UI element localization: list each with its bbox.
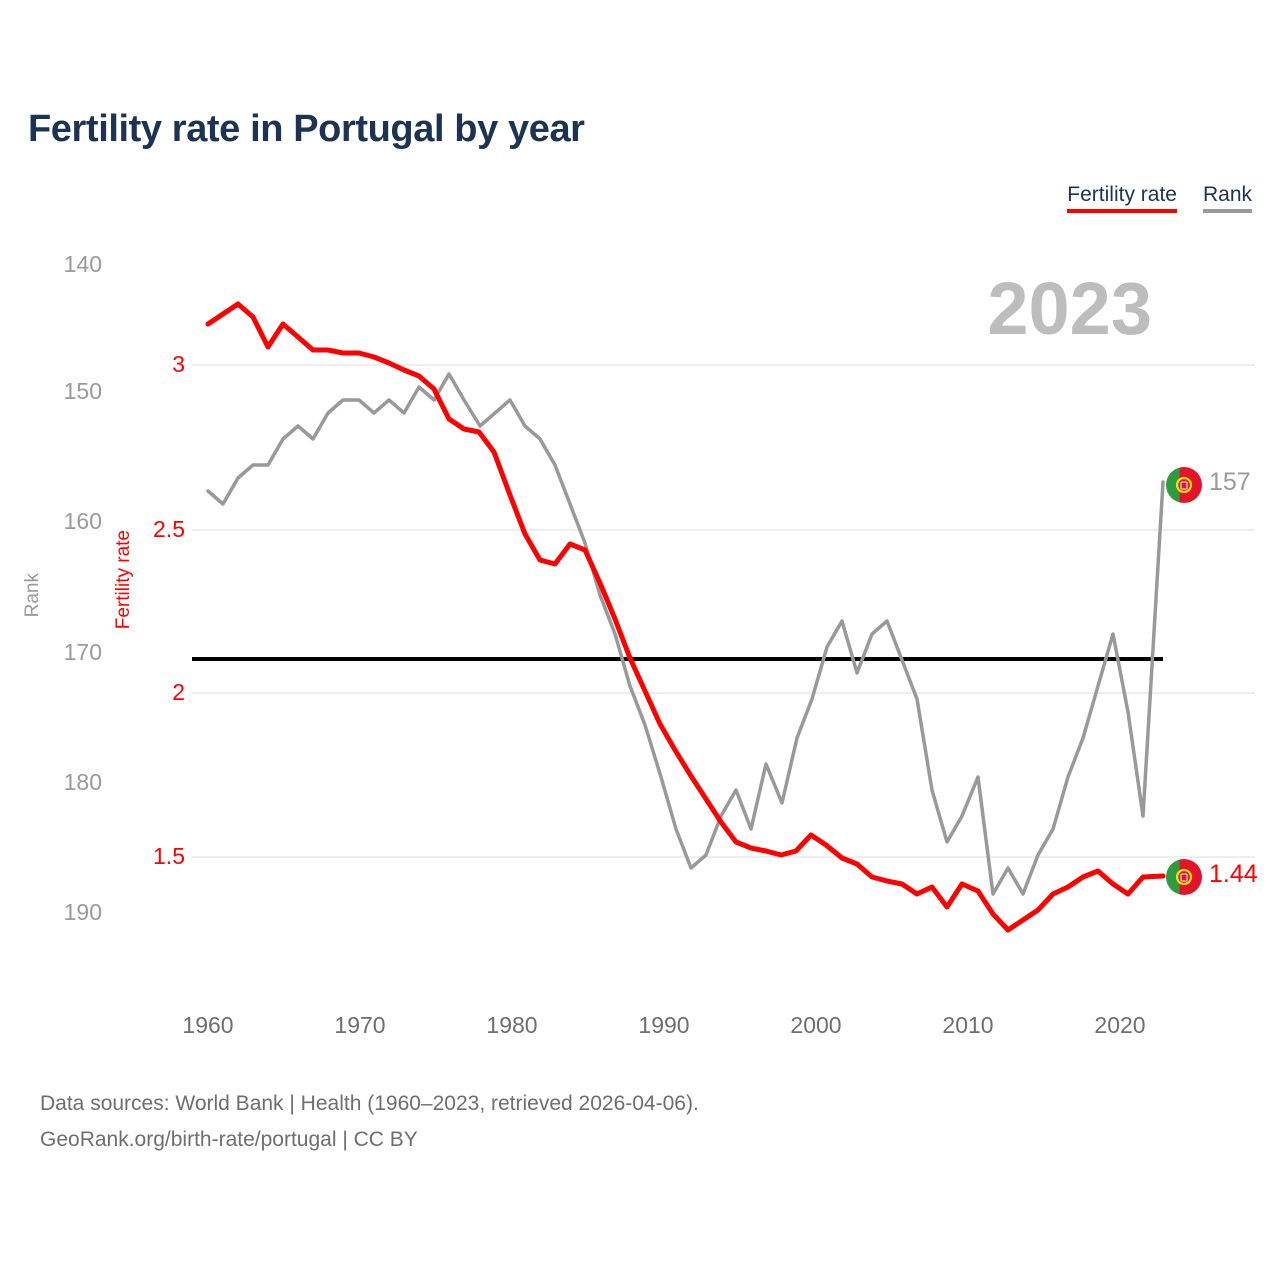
y-tick-fertility-2-5: 2.5	[153, 516, 185, 542]
y-tick-rank-170: 170	[63, 639, 102, 665]
rank-flag-emblem-ring	[1175, 476, 1193, 494]
x-tick-1980: 1980	[486, 1012, 538, 1038]
x-tick-2010: 2010	[942, 1012, 994, 1038]
y-tick-fertility-1-5: 1.5	[153, 843, 185, 869]
x-tick-2020: 2020	[1094, 1012, 1146, 1038]
y-axis-title-rank: Rank	[22, 573, 43, 618]
y-tick-rank-160: 160	[63, 508, 102, 534]
series-line-rank	[206, 372, 1165, 896]
y-tick-rank-140: 140	[63, 251, 102, 277]
y-tick-fertility-2: 2	[172, 679, 185, 705]
y-tick-fertility-3: 3	[172, 351, 185, 377]
legend-label-rank: Rank	[1202, 183, 1252, 206]
footer-line-attribution: GeoRank.org/birth-rate/portugal | CC BY	[40, 1128, 418, 1151]
fertility-flag-emblem-ring	[1175, 868, 1193, 886]
x-tick-1970: 1970	[334, 1012, 386, 1038]
year-watermark: 2023	[987, 267, 1152, 350]
y-tick-rank-190: 190	[63, 899, 102, 925]
y-tick-rank-180: 180	[63, 769, 102, 795]
endpoint-marker-rank-flag	[1166, 467, 1202, 503]
legend-swatch-fertility-rate	[1067, 209, 1177, 213]
rank-flag-emblem-shield	[1180, 481, 1188, 490]
endpoint-marker-fertility-flag	[1166, 859, 1202, 895]
footer: Data sources: World Bank | Health (1960–…	[40, 1086, 699, 1158]
x-tick-1960: 1960	[182, 1012, 234, 1038]
series-line-fertility-rate	[205, 301, 1166, 933]
y-tick-rank-150: 150	[63, 378, 102, 404]
legend-item-rank[interactable]: Rank	[1202, 183, 1252, 213]
legend-label-fertility-rate: Fertility rate	[1067, 183, 1177, 206]
footer-line-data-sources: Data sources: World Bank | Health (1960–…	[40, 1092, 699, 1115]
gridlines	[192, 364, 1255, 858]
legend-item-fertility-rate[interactable]: Fertility rate	[1067, 183, 1177, 213]
endpoint-label-fertility: 1.44	[1209, 860, 1258, 888]
y-axis-title-fertility-rate: Fertility rate	[113, 530, 134, 630]
x-tick-1990: 1990	[638, 1012, 690, 1038]
fertility-flag-emblem-shield	[1180, 873, 1188, 882]
endpoint-label-rank: 157	[1209, 468, 1251, 496]
page-title: Fertility rate in Portugal by year	[28, 108, 585, 150]
chart-legend: Fertility rate Rank	[1067, 183, 1252, 213]
legend-swatch-rank	[1202, 209, 1252, 213]
x-tick-2000: 2000	[790, 1012, 842, 1038]
